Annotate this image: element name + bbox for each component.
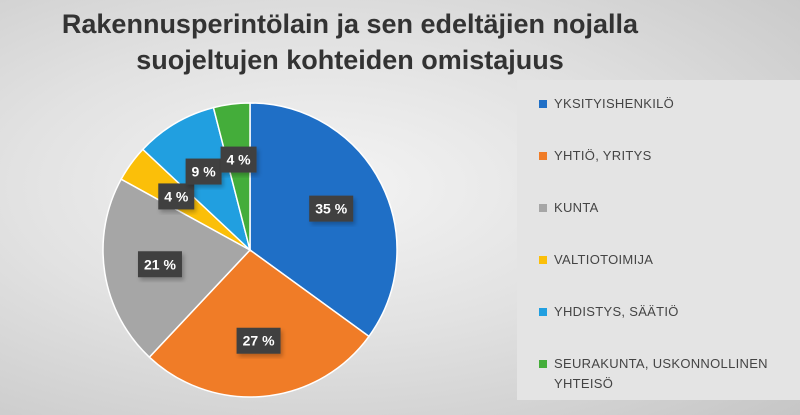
data-label-box-1 [236, 327, 281, 354]
legend-label-3: VALTIOTOIMIJA [554, 252, 654, 267]
data-label-text-3: 4 % [164, 188, 189, 204]
data-label-box-3 [158, 183, 195, 210]
pie-chart: 35 %27 %21 %4 %9 %4 % [102, 102, 398, 398]
legend-item-5: SEURAKUNTA, USKONNOLLINEN YHTEISÖ [539, 354, 794, 394]
data-label-0: 35 % [309, 195, 354, 222]
chart-title: Rakennusperintölain ja sen edeltäjien no… [40, 6, 660, 78]
data-label-text-4: 9 % [192, 164, 217, 180]
data-label-3: 4 % [158, 183, 195, 210]
legend-swatch-2 [539, 204, 547, 212]
data-label-1: 27 % [236, 327, 281, 354]
data-label-box-0 [309, 195, 354, 222]
data-label-text-0: 35 % [315, 201, 347, 217]
chart-title-line-1: Rakennusperintölain ja sen edeltäjien no… [61, 9, 639, 39]
data-label-box-4 [185, 158, 222, 185]
legend-label-4: YHDISTYS, SÄÄTIÖ [554, 304, 679, 319]
pie-slice-1 [148, 249, 370, 398]
chart-legend: YKSITYISHENKILÖ YHTIÖ, YRITYS KUNTA VALTIOT… [517, 80, 800, 400]
legend-swatch-5 [539, 360, 547, 368]
legend-swatch-3 [539, 256, 547, 264]
chart-title-line-2: suojeltujen kohteiden omistajuus [136, 45, 564, 75]
data-label-box-2 [137, 251, 182, 278]
data-label-text-5: 4 % [227, 152, 252, 168]
pie-slice-5 [212, 102, 251, 251]
legend-label-0: YKSITYISHENKILÖ [554, 96, 675, 111]
legend-item-1: YHTIÖ, YRITYS [539, 146, 794, 166]
data-label-box-5 [220, 146, 257, 173]
legend-item-3: VALTIOTOIMIJA [539, 250, 794, 270]
legend-swatch-0 [539, 100, 547, 108]
legend-swatch-1 [539, 152, 547, 160]
legend-swatch-4 [539, 308, 547, 316]
data-label-text-1: 27 % [243, 333, 275, 349]
data-label-4: 9 % [185, 158, 222, 185]
legend-item-2: KUNTA [539, 198, 794, 218]
legend-label-2: KUNTA [554, 200, 599, 215]
legend-item-4: YHDISTYS, SÄÄTIÖ [539, 302, 794, 322]
legend-label-1: YHTIÖ, YRITYS [554, 148, 652, 163]
legend-label-5: SEURAKUNTA, USKONNOLLINEN YHTEISÖ [554, 356, 768, 391]
data-label-5: 4 % [220, 146, 257, 173]
data-label-2: 21 % [137, 251, 182, 278]
legend-item-0: YKSITYISHENKILÖ [539, 94, 794, 114]
data-label-text-2: 21 % [144, 256, 176, 272]
